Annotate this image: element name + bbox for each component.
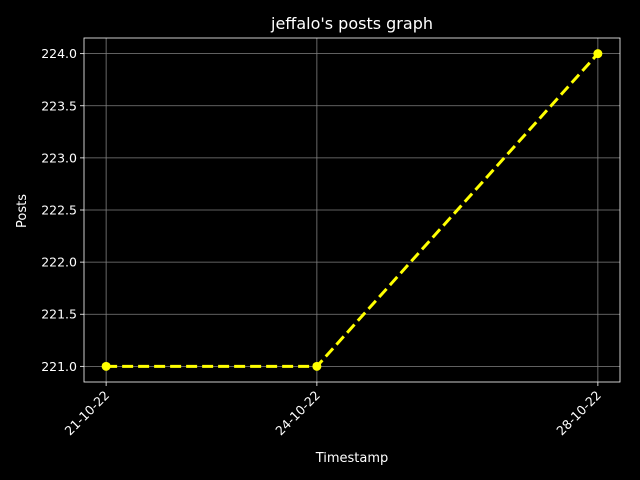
y-tick-label: 224.0 — [41, 46, 77, 61]
y-tick-label: 222.0 — [41, 255, 77, 270]
x-tick-label: 24-10-22 — [272, 388, 323, 439]
x-axis-title: Timestamp — [315, 451, 389, 466]
ticks-layer: 221.0 221.5 222.0 222.5 223.0 223.5 224.0 21-10… — [41, 46, 604, 438]
y-axis-title: Posts — [15, 194, 30, 228]
y-tick-label: 223.0 — [41, 150, 77, 165]
data-point — [101, 361, 111, 371]
grid-layer — [84, 38, 620, 382]
y-tick-label: 222.5 — [41, 203, 77, 218]
y-tick-label: 221.5 — [41, 307, 77, 322]
chart-title: jeffalo's posts graph — [270, 14, 433, 33]
y-tick-label: 223.5 — [41, 98, 77, 113]
y-tick-label: 221.0 — [41, 359, 77, 374]
x-tick-label: 21-10-22 — [62, 388, 113, 439]
data-point — [312, 361, 322, 371]
data-point — [593, 49, 603, 59]
series-layer — [101, 49, 603, 371]
x-tick-label: 28-10-22 — [553, 388, 604, 439]
